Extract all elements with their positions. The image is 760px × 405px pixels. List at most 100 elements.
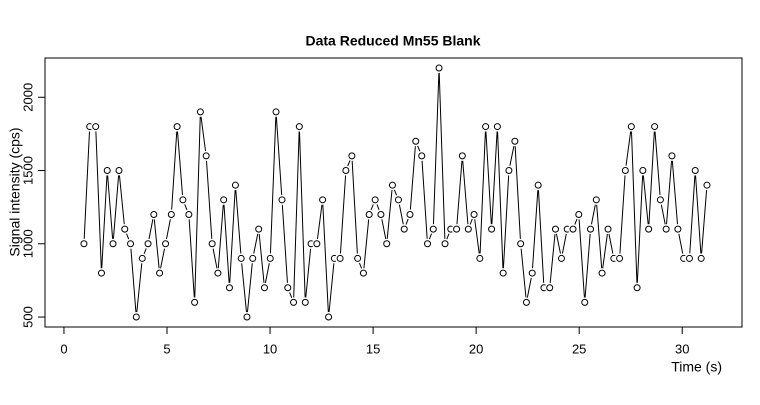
point-gap	[335, 253, 346, 264]
data-point	[674, 225, 682, 233]
data-point	[173, 123, 181, 131]
data-point	[179, 196, 187, 204]
data-point	[517, 240, 525, 248]
data-point	[144, 240, 152, 248]
data-point	[97, 269, 105, 277]
data-point	[295, 123, 303, 131]
point-gap	[96, 268, 107, 279]
data-point	[569, 225, 577, 233]
data-point	[488, 225, 496, 233]
data-point	[383, 240, 391, 248]
data-point	[656, 196, 664, 204]
point-gap	[684, 253, 695, 264]
point-gap	[527, 268, 538, 279]
point-gap	[375, 209, 386, 220]
data-point	[196, 108, 204, 116]
point-gap	[265, 253, 276, 264]
data-point	[429, 225, 437, 233]
point-gap	[591, 194, 602, 205]
data-point	[167, 210, 175, 218]
data-point	[266, 254, 274, 262]
y-tick-label: 2000	[20, 83, 35, 112]
point-gap	[108, 238, 119, 249]
point-gap	[515, 238, 526, 249]
point-gap	[701, 180, 712, 191]
data-point	[365, 210, 373, 218]
point-gap	[696, 253, 707, 264]
point-gap	[440, 238, 451, 249]
data-point	[348, 152, 356, 160]
y-tick-label: 500	[20, 306, 35, 328]
data-point	[470, 210, 478, 218]
data-point	[645, 225, 653, 233]
data-point	[662, 225, 670, 233]
point-gap	[148, 209, 159, 220]
data-point	[412, 137, 420, 145]
point-gap	[614, 253, 625, 264]
data-line	[83, 67, 708, 318]
data-point	[418, 152, 426, 160]
data-point	[284, 284, 292, 292]
data-point	[522, 298, 530, 306]
point-gap	[247, 253, 258, 264]
data-point	[208, 240, 216, 248]
point-gap	[498, 268, 509, 279]
point-gap	[364, 209, 375, 220]
data-point	[575, 210, 583, 218]
data-point	[150, 210, 158, 218]
point-gap	[573, 209, 584, 220]
point-gap	[195, 106, 206, 117]
point-gap	[230, 180, 241, 191]
point-gap	[370, 194, 381, 205]
point-gap	[579, 297, 590, 308]
point-gap	[480, 121, 491, 132]
data-point	[336, 254, 344, 262]
y-tick-label: 1500	[20, 156, 35, 185]
point-gap	[416, 150, 427, 161]
data-point	[697, 254, 705, 262]
point-gap	[241, 312, 252, 323]
point-gap	[131, 312, 142, 323]
point-gap	[672, 224, 683, 235]
point-gap	[649, 121, 660, 132]
point-gap	[404, 209, 415, 220]
data-point	[185, 210, 193, 218]
point-gap	[509, 136, 520, 147]
data-point	[493, 123, 501, 131]
data-point	[132, 313, 140, 321]
point-gap	[340, 165, 351, 176]
point-gap	[277, 194, 288, 205]
data-point	[127, 240, 135, 248]
point-gap	[521, 297, 532, 308]
point-gap	[154, 268, 165, 279]
data-point	[604, 225, 612, 233]
point-gap	[393, 194, 404, 205]
data-point	[371, 196, 379, 204]
point-gap	[172, 121, 183, 132]
data-point	[598, 269, 606, 277]
point-gap	[434, 62, 445, 73]
data-point	[231, 181, 239, 189]
data-point	[511, 137, 519, 145]
point-gap	[486, 224, 497, 235]
data-point	[551, 225, 559, 233]
data-point	[109, 240, 117, 248]
data-point	[359, 269, 367, 277]
data-point	[406, 210, 414, 218]
point-gap	[492, 121, 503, 132]
data-point	[482, 123, 490, 131]
point-gap	[207, 238, 218, 249]
point-gap	[294, 121, 305, 132]
point-gap	[212, 268, 223, 279]
point-gap	[317, 194, 328, 205]
point-gap	[253, 224, 264, 235]
data-point	[441, 240, 449, 248]
data-point	[80, 240, 88, 248]
data-point	[587, 225, 595, 233]
data-point	[639, 167, 647, 175]
data-point	[377, 210, 385, 218]
data-point	[592, 196, 600, 204]
data-point	[301, 298, 309, 306]
point-gap	[655, 194, 666, 205]
data-point	[388, 181, 396, 189]
